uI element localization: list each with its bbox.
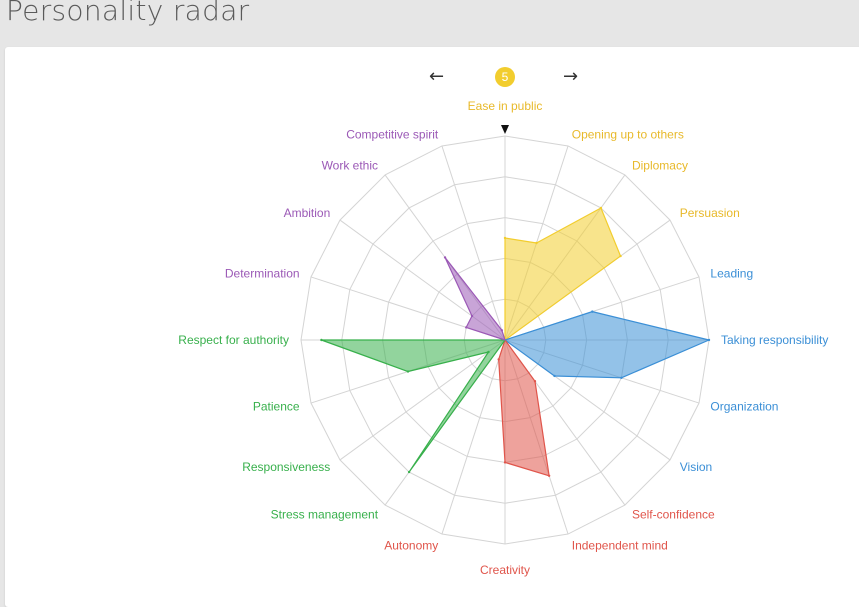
green-area	[320, 339, 506, 473]
data-point	[707, 338, 711, 342]
axis-label-autonomy[interactable]: Autonomy	[384, 538, 438, 552]
axis-label-opening-up-to-others[interactable]: Opening up to others	[572, 128, 684, 142]
axis-label-persuasion[interactable]: Persuasion	[680, 206, 740, 220]
data-point	[620, 376, 623, 380]
data-point	[533, 380, 537, 383]
axis-label-competitive-spirit[interactable]: Competitive spirit	[346, 128, 439, 142]
radar-card	[5, 47, 859, 607]
axis-label-vision[interactable]: Vision	[680, 460, 712, 474]
data-point	[407, 470, 411, 474]
data-point	[535, 241, 538, 245]
axis-label-creativity[interactable]: Creativity	[480, 563, 530, 577]
red-area	[498, 339, 550, 477]
axis-label-stress-management[interactable]: Stress management	[271, 508, 379, 522]
data-point	[599, 206, 603, 210]
data-point	[500, 329, 504, 332]
blue-area	[504, 311, 710, 379]
data-point	[443, 256, 447, 259]
axis-label-ambition[interactable]: Ambition	[284, 206, 331, 220]
data-point	[503, 461, 507, 464]
data-point	[487, 350, 490, 354]
axis-label-self-confidence[interactable]: Self-confidence	[632, 508, 715, 522]
data-point	[320, 338, 323, 342]
data-point	[553, 374, 556, 378]
axis-label-determination[interactable]: Determination	[225, 266, 300, 280]
axis-label-ease-in-public[interactable]: Ease in public	[468, 99, 543, 113]
previous-arrow-button[interactable]: ←	[429, 66, 445, 87]
purple-area	[444, 256, 506, 341]
next-arrow-button[interactable]: →	[563, 66, 579, 87]
axis-label-leading[interactable]: Leading	[710, 266, 753, 280]
data-point	[619, 254, 622, 258]
axis-label-independent-mind[interactable]: Independent mind	[572, 538, 668, 552]
data-point	[406, 370, 410, 373]
axis-label-responsiveness[interactable]: Responsiveness	[242, 460, 330, 474]
axis-label-diplomacy[interactable]: Diplomacy	[632, 158, 688, 172]
grid-spoke	[339, 339, 506, 461]
selected-axis-marker	[501, 125, 509, 134]
axis-label-taking-responsibility[interactable]: Taking responsibility	[721, 333, 828, 347]
axis-label-organization[interactable]: Organization	[710, 400, 778, 414]
data-point	[464, 326, 468, 329]
data-point	[591, 310, 594, 313]
axis-label-respect-for-authority[interactable]: Respect for authority	[178, 333, 289, 347]
grid-spoke	[441, 339, 506, 535]
data-point	[497, 358, 500, 361]
page-title: Personality radar	[6, 0, 250, 27]
axis-label-work-ethic[interactable]: Work ethic	[322, 158, 378, 172]
data-point	[503, 236, 507, 240]
data-point	[470, 314, 474, 318]
grid-spoke	[441, 145, 506, 341]
score-badge: 5	[495, 67, 515, 87]
yellow-area	[504, 207, 622, 341]
axis-label-patience[interactable]: Patience	[253, 400, 300, 414]
data-point	[547, 474, 551, 478]
